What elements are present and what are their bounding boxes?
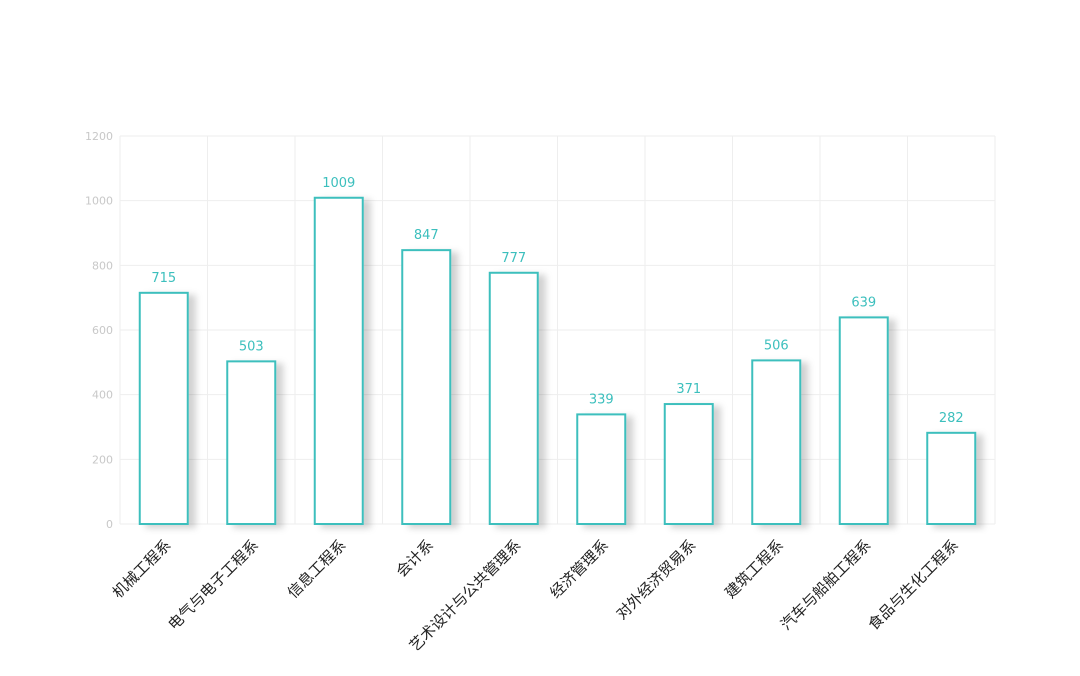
x-tick-label: 对外经济贸易系 [613, 536, 700, 623]
bar [576, 413, 627, 526]
data-label: 506 [764, 338, 789, 353]
data-label: 503 [239, 339, 264, 354]
x-tick-label: 机械工程系 [109, 536, 175, 602]
data-label: 282 [939, 411, 964, 426]
x-tick-label: 信息工程系 [284, 536, 350, 602]
y-axis: 0 200 400 600 800 1000 1200 [85, 130, 113, 531]
data-label: 639 [851, 295, 876, 310]
bar [751, 359, 802, 526]
data-label: 715 [151, 271, 176, 286]
x-tick-label: 建筑工程系 [721, 536, 787, 602]
x-tick-label: 会计系 [393, 536, 438, 581]
x-tick-label: 电气与电子工程系 [164, 536, 262, 634]
bar [313, 196, 364, 526]
y-tick-label: 400 [92, 389, 113, 402]
data-label: 1009 [322, 176, 355, 191]
x-tick-label: 汽车与船舶工程系 [777, 536, 875, 634]
x-tick-label: 经济管理系 [546, 536, 612, 602]
data-label: 371 [676, 382, 701, 397]
bar [663, 403, 714, 525]
y-tick-label: 600 [92, 324, 113, 337]
bar [226, 360, 277, 526]
y-tick-label: 200 [92, 453, 113, 466]
y-tick-label: 0 [106, 518, 113, 531]
bar [838, 316, 889, 526]
y-tick-label: 1000 [85, 195, 113, 208]
y-tick-label: 1200 [85, 130, 113, 143]
data-labels-layer: 715 503 1009 847 777 339 371 506 639 282 [151, 176, 963, 426]
bars-layer [138, 196, 977, 526]
x-tick-label: 食品与生化工程系 [864, 536, 962, 634]
bar [401, 249, 452, 526]
data-label: 777 [501, 251, 526, 266]
bar [138, 291, 189, 526]
grid-layer [119, 135, 996, 525]
data-label: 847 [414, 228, 439, 243]
data-label: 339 [589, 392, 614, 407]
bar [488, 271, 539, 525]
bar [926, 431, 977, 526]
y-tick-label: 800 [92, 259, 113, 272]
